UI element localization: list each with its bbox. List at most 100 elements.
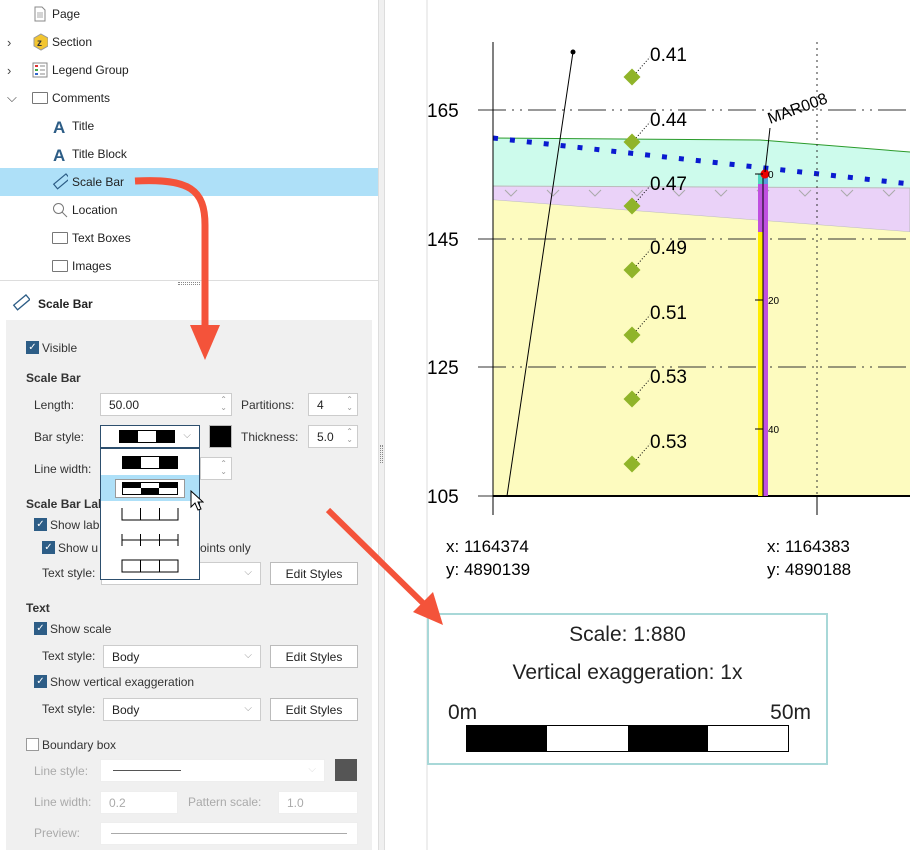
- section-graphic: [546, 189, 560, 197]
- chevron-right-icon[interactable]: ›: [7, 34, 12, 50]
- ve-text-style-label: Text style:: [42, 702, 96, 716]
- visible-checkbox[interactable]: ✓: [26, 341, 39, 354]
- scale-segment: [467, 726, 548, 751]
- show-units-label: Show u: [58, 541, 99, 555]
- length-input[interactable]: 50.00 ⌃ ⌄: [100, 393, 232, 416]
- edit-styles-button[interactable]: Edit Styles: [270, 562, 358, 585]
- section-graphic: [714, 189, 728, 197]
- sample-marker: [623, 68, 641, 86]
- spinner-icon[interactable]: ⌃ ⌄: [346, 427, 353, 444]
- coord2-y: y: 4890188: [767, 560, 851, 579]
- svg-text:A: A: [53, 146, 65, 162]
- show-scale-checkbox[interactable]: ✓: [34, 622, 47, 635]
- tree-item-label: Page: [52, 7, 81, 21]
- page-icon: [32, 6, 48, 22]
- mouse-cursor-icon: [190, 489, 205, 515]
- chevron-down-icon: ⌵: [308, 764, 316, 775]
- bar-style-option-boxes[interactable]: [101, 553, 199, 579]
- tree-item-title[interactable]: A Title: [0, 112, 378, 140]
- boundary-box-label: Boundary box: [42, 738, 117, 752]
- scale-text-style-label: Text style:: [42, 649, 96, 663]
- spinner-icon[interactable]: ⌃ ⌄: [220, 459, 227, 476]
- bar-style-option-alternating[interactable]: [101, 449, 199, 475]
- sample-value: 0.53: [650, 367, 687, 388]
- scale-text: Scale: 1:880: [569, 623, 686, 646]
- spinner-icon[interactable]: ⌃ ⌄: [220, 395, 227, 412]
- coord1-x: x: 1164374: [446, 537, 529, 556]
- ve-text-style-select[interactable]: Body ⌵: [103, 698, 261, 721]
- tree-item-text-boxes[interactable]: Text Boxes: [0, 224, 378, 252]
- scale-bar-heading: Scale Bar: [26, 371, 81, 385]
- spinner-icon[interactable]: ⌃ ⌄: [346, 395, 353, 412]
- tree-item-title-block[interactable]: A Title Block: [0, 140, 378, 168]
- edit-styles-button[interactable]: Edit Styles: [270, 698, 358, 721]
- bar-style-option-ticks-up[interactable]: [101, 501, 199, 527]
- bb-line-width-input[interactable]: 0.2: [100, 791, 178, 814]
- scale-text-style-select[interactable]: Body ⌵: [103, 645, 261, 668]
- section-graphic: [672, 189, 686, 197]
- boundary-color-swatch[interactable]: [335, 759, 357, 781]
- line-style-select[interactable]: ⌵: [100, 759, 325, 782]
- tree-item-legend-group[interactable]: › Legend Group: [0, 56, 378, 84]
- bar-style-label: Bar style:: [34, 430, 85, 444]
- bb-line-width-label: Line width:: [34, 795, 92, 809]
- panel-splitter[interactable]: [378, 0, 385, 850]
- partitions-input[interactable]: 4 ⌃ ⌄: [308, 393, 358, 416]
- tree-item-section[interactable]: › z Section: [0, 28, 378, 56]
- show-labels-label: Show lab: [50, 518, 100, 532]
- section-graphic: [882, 189, 896, 197]
- section-graphic: [570, 49, 576, 55]
- section-view[interactable]: 165 145 125 105 MAR008 0 20 40 0.41 0.44 0.47 0.49 0…: [385, 0, 910, 850]
- length-label: Length:: [34, 398, 75, 412]
- scale-right-label: 50m: [770, 701, 811, 724]
- chevron-right-icon[interactable]: ›: [7, 62, 12, 78]
- sample-value: 0.51: [650, 303, 687, 324]
- scale-bar-box[interactable]: Scale: 1:880 Vertical exaggeration: 1x 0…: [427, 613, 828, 765]
- bar-style-option-ticks-cross[interactable]: [101, 527, 199, 553]
- sample-marker: [623, 197, 641, 215]
- splitter-handle[interactable]: [380, 445, 383, 463]
- tree-item-label: Comments: [52, 91, 111, 105]
- preview-box: [100, 822, 358, 845]
- tree-item-comments[interactable]: ⌵ Comments: [0, 84, 378, 112]
- tree-splitter-grip: [178, 282, 200, 285]
- tree-item-label: Scale Bar: [72, 175, 125, 189]
- show-ve-label: Show vertical exaggeration: [50, 675, 195, 689]
- coord1-y: y: 4890139: [446, 560, 530, 579]
- section-graphic: [630, 189, 644, 197]
- boundary-box-checkbox[interactable]: [26, 738, 39, 751]
- depth-label: 0: [768, 170, 774, 181]
- tree-item-location[interactable]: Location: [0, 196, 378, 224]
- thickness-input[interactable]: 5.0 ⌃ ⌄: [308, 425, 358, 448]
- length-value: 50.00: [109, 398, 140, 412]
- bar-color-swatch[interactable]: [209, 425, 232, 448]
- show-labels-checkbox[interactable]: ✓: [34, 518, 47, 531]
- chevron-down-icon[interactable]: ⌵: [7, 90, 17, 105]
- tree-item-scale-bar[interactable]: Scale Bar: [0, 168, 378, 196]
- partitions-label: Partitions:: [241, 398, 295, 412]
- show-ve-checkbox[interactable]: ✓: [34, 675, 47, 688]
- depth-label: 40: [768, 425, 780, 436]
- show-scale-label: Show scale: [50, 622, 112, 636]
- sample-value: 0.41: [650, 45, 687, 66]
- show-units-label-tail: oints only: [200, 541, 251, 555]
- y-tick-label: 165: [427, 101, 459, 122]
- bar-style-select[interactable]: ⌵: [100, 425, 200, 448]
- scale-segment: [627, 726, 708, 751]
- y-tick-label: 125: [427, 358, 459, 379]
- sample-marker: [623, 455, 641, 473]
- bar-style-option-alternating-double[interactable]: [101, 475, 199, 501]
- pattern-scale-input[interactable]: 1.0: [278, 791, 358, 814]
- show-units-checkbox[interactable]: ✓: [42, 541, 55, 554]
- tree-item-page[interactable]: Page: [0, 0, 378, 28]
- tree-item-images[interactable]: Images: [0, 252, 378, 280]
- dotted-surface-line: [492, 135, 910, 187]
- text-heading: Text: [26, 601, 50, 615]
- chevron-down-icon: ⌵: [244, 703, 252, 714]
- ruler-icon: [12, 294, 31, 315]
- topography-line: [492, 137, 910, 153]
- thickness-label: Thickness:: [241, 430, 299, 444]
- section-graphic: [504, 189, 518, 197]
- line-width-input[interactable]: ⌃ ⌄: [200, 457, 232, 480]
- edit-styles-button[interactable]: Edit Styles: [270, 645, 358, 668]
